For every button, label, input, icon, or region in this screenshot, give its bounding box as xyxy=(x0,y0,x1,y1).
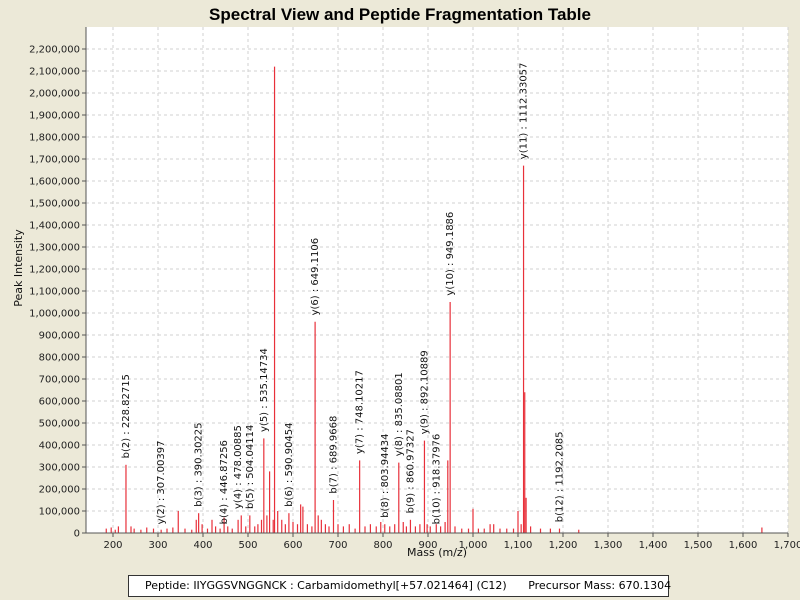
y-tick-label: 1,700,000 xyxy=(29,155,80,166)
peak-annotation: y(11) : 1112.33057 xyxy=(519,63,530,160)
annotations-layer: b(2) : 228.82715 y(2) : 307.00397 b(3) : 3… xyxy=(121,63,566,525)
x-tick-label: 500 xyxy=(238,540,257,551)
y-tick-label: 1,100,000 xyxy=(29,287,80,298)
x-tick-label: 1,000 xyxy=(459,540,488,551)
y-tick-label: 0 xyxy=(74,529,80,540)
y-tick-label: 1,200,000 xyxy=(29,265,80,276)
x-tick-label: 1,700 xyxy=(774,540,800,551)
peak-annotation: b(8) : 803.94434 xyxy=(380,433,391,517)
y-tick-label: 1,500,000 xyxy=(29,199,80,210)
x-tick-label: 1,300 xyxy=(594,540,623,551)
y-tick-label: 400,000 xyxy=(39,441,80,452)
peak-annotation: y(4) : 478.00885 xyxy=(233,425,244,509)
peak-annotation: b(2) : 228.82715 xyxy=(121,374,132,458)
x-tick-label: 600 xyxy=(283,540,302,551)
y-tick-label: 300,000 xyxy=(39,463,80,474)
x-tick-label: 900 xyxy=(418,540,437,551)
gridlines xyxy=(86,27,789,534)
y-tick-label: 1,300,000 xyxy=(29,243,80,254)
x-tick-label: 1,400 xyxy=(639,540,668,551)
peak-annotation: b(3) : 390.30225 xyxy=(194,422,205,506)
peak-annotation: b(10) : 918.37976 xyxy=(431,434,442,525)
peak-annotation: b(9) : 860.97327 xyxy=(405,429,416,513)
y-axis-label: Peak Intensity xyxy=(12,229,25,307)
peak-annotation: y(6) : 649.1106 xyxy=(310,238,321,316)
y-tick-label: 500,000 xyxy=(39,419,80,430)
x-tick-label: 800 xyxy=(373,540,392,551)
x-tick-label: 1,600 xyxy=(729,540,758,551)
x-tick-label: 300 xyxy=(148,540,167,551)
peak-annotation: b(4) : 446.87256 xyxy=(219,440,230,524)
y-tick-label: 200,000 xyxy=(39,485,80,496)
y-tick-label: 2,200,000 xyxy=(29,45,80,56)
y-tick-label: 600,000 xyxy=(39,397,80,408)
y-axis-ticks: 0 100,000 200,000 300,000 400,000 500,000 600,… xyxy=(29,45,86,540)
peptide-legend: Peptide: IIYGGSVNGGNCK : Carbamidomethyl… xyxy=(128,575,672,597)
x-axis-label: Mass (m/z) xyxy=(407,546,467,559)
x-tick-label: 1,100 xyxy=(504,540,533,551)
y-tick-label: 2,100,000 xyxy=(29,67,80,78)
y-tick-label: 900,000 xyxy=(39,331,80,342)
peak-annotation: b(7) : 689.9668 xyxy=(328,416,339,494)
peptide-text: Peptide: IIYGGSVNGGNCK : Carbamidomethyl… xyxy=(145,579,507,592)
peak-annotation: y(10) : 949.1886 xyxy=(445,212,456,296)
precursor-mass-text: Precursor Mass: 670.1304 xyxy=(528,579,672,592)
peak-annotation: y(7) : 748.10217 xyxy=(355,370,366,454)
chart-title: Spectral View and Peptide Fragmentation … xyxy=(209,5,591,24)
y-tick-label: 1,000,000 xyxy=(29,309,80,320)
peak-annotation: b(6) : 590.90454 xyxy=(284,422,295,506)
y-tick-label: 800,000 xyxy=(39,353,80,364)
x-tick-label: 200 xyxy=(103,540,122,551)
x-tick-label: 1,200 xyxy=(549,540,578,551)
y-tick-label: 1,400,000 xyxy=(29,221,80,232)
peak-annotation: b(5) : 504.04114 xyxy=(245,425,256,509)
peak-annotation: y(2) : 307.00397 xyxy=(156,441,167,525)
peak-annotation: y(9) : 892.10889 xyxy=(419,350,430,434)
y-tick-label: 1,900,000 xyxy=(29,111,80,122)
peak-annotation: y(8) : 835.08801 xyxy=(394,372,405,456)
x-tick-label: 400 xyxy=(193,540,212,551)
y-tick-label: 1,600,000 xyxy=(29,177,80,188)
peak-annotation: b(12) : 1192.2085 xyxy=(554,432,565,523)
x-axis-ticks: 200 300 400 500 600 700 800 900 1,000 1,100 1,200 1… xyxy=(103,533,800,551)
peaks-layer xyxy=(105,66,763,533)
y-tick-label: 1,800,000 xyxy=(29,133,80,144)
x-tick-label: 1,500 xyxy=(684,540,713,551)
y-tick-label: 100,000 xyxy=(39,507,80,518)
y-tick-label: 700,000 xyxy=(39,375,80,386)
x-tick-label: 700 xyxy=(328,540,347,551)
peak-annotation: y(5) : 535.14734 xyxy=(259,348,270,432)
y-tick-label: 2,000,000 xyxy=(29,89,80,100)
